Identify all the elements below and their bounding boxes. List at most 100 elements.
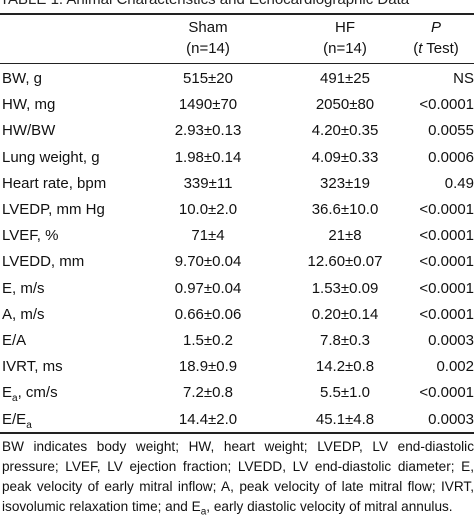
row-label-text: Heart rate, bpm: [2, 174, 107, 192]
sham-value: 9.70±0.04: [174, 253, 242, 271]
table-row: LVEDP, mm Hg 10.0±2.0 36.6±10.0 <0.0001: [0, 197, 474, 223]
header-hf-n: (n=14): [323, 40, 367, 57]
table-row: E/A 1.5±0.2 7.8±0.3 0.0003: [0, 328, 474, 354]
row-label-text: LVEDP, mm Hg: [2, 201, 105, 218]
p-value: 0.0055: [428, 122, 474, 140]
row-label-text: Lung weight, g: [2, 148, 100, 166]
sham-value: 7.2±0.8: [183, 384, 233, 402]
row-label-text: IVRT, ms: [2, 358, 63, 376]
row-label-text: A, m/s: [2, 305, 45, 323]
sham-value: 10.0±2.0: [178, 201, 238, 218]
p-value: <0.0001: [419, 253, 474, 271]
sham-value: 339±11: [183, 174, 233, 192]
p-value: 0.0003: [428, 410, 474, 428]
row-label-sub: a: [26, 419, 32, 431]
p-value: <0.0001: [419, 384, 474, 402]
row-label-text: BW, g: [2, 70, 43, 87]
sham-value: 0.97±0.04: [174, 279, 242, 297]
sham-value: 14.4±2.0: [178, 410, 238, 428]
hf-value: 14.2±0.8: [315, 358, 375, 376]
hf-value: 5.5±1.0: [320, 384, 370, 402]
sham-value: 1.98±0.14: [174, 148, 242, 166]
row-label-suffix: , cm/s: [17, 384, 58, 402]
header-p-test-t: t: [418, 40, 423, 57]
table-row: LVEDD, mm 9.70±0.04 12.60±0.07 <0.0001: [0, 249, 474, 275]
row-label: IVRT, ms: [2, 354, 172, 380]
header-p: P (t Test): [400, 17, 472, 61]
row-label-sub: a: [12, 393, 18, 405]
footnote-end: , early diastolic velocity of mitral ann…: [206, 499, 453, 514]
header-p-test: (t Test): [400, 38, 472, 59]
p-value: <0.0001: [419, 201, 474, 218]
table-row: Ea, cm/s 7.2±0.8 5.5±1.0 <0.0001: [0, 380, 474, 406]
row-label: A, m/s: [2, 302, 172, 328]
sham-value: 0.66±0.06: [174, 305, 242, 323]
row-label: Heart rate, bpm: [2, 171, 172, 197]
p-value: 0.002: [436, 358, 474, 376]
table-header-rule: [0, 63, 474, 64]
header-hf-label: HF: [335, 19, 355, 36]
table-footnote: BW indicates body weight; HW, heart weig…: [2, 437, 474, 517]
hf-value: 21±8: [328, 227, 362, 245]
hf-value: 323±19: [320, 174, 370, 192]
table-top-rule: [0, 13, 474, 15]
p-value: <0.0001: [419, 96, 474, 114]
sham-value: 1490±70: [178, 96, 238, 114]
row-label: Ea, cm/s: [2, 380, 172, 406]
header-p-test-open: (: [413, 40, 419, 57]
hf-value: 4.20±0.35: [311, 122, 379, 140]
footnote-text: BW indicates body weight; HW, heart weig…: [2, 439, 474, 514]
hf-value: 0.20±0.14: [311, 305, 379, 323]
p-value: 0.0003: [428, 332, 474, 349]
p-value: <0.0001: [419, 279, 474, 297]
row-label-text: HW, mg: [2, 96, 56, 114]
table-row: IVRT, ms 18.9±0.9 14.2±0.8 0.002: [0, 354, 474, 380]
hf-value: 2050±80: [315, 96, 375, 114]
row-label: E/Ea: [2, 407, 172, 433]
table-row: E, m/s 0.97±0.04 1.53±0.09 <0.0001: [0, 276, 474, 302]
table-row: Heart rate, bpm 339±11 323±19 0.49: [0, 171, 474, 197]
row-label: BW, g: [2, 66, 172, 92]
row-label-text: E/E: [2, 410, 27, 428]
p-value: <0.0001: [419, 305, 474, 323]
header-p-label: P: [430, 19, 441, 36]
hf-value: 7.8±0.3: [320, 332, 370, 349]
footnote-sub: a: [200, 506, 207, 518]
row-label-text: LVEF, %: [2, 227, 59, 245]
hf-value: 491±25: [320, 70, 370, 87]
header-sham-label: Sham: [188, 19, 228, 36]
row-label-text: E: [2, 384, 13, 402]
header-hf: HF (n=14): [285, 17, 405, 61]
p-value: 0.0006: [428, 148, 474, 166]
sham-value: 1.5±0.2: [183, 332, 233, 349]
p-value: 0.49: [444, 174, 474, 192]
hf-value: 4.09±0.33: [311, 148, 379, 166]
sham-value: 71±4: [191, 227, 225, 245]
table-row: LVEF, % 71±4 21±8 <0.0001: [0, 223, 474, 249]
hf-value: 45.1±4.8: [315, 410, 375, 428]
header-sham-n: (n=14): [186, 40, 230, 57]
row-label: HW/BW: [2, 118, 172, 144]
row-label-text: E, m/s: [2, 279, 45, 297]
table-row: Lung weight, g 1.98±0.14 4.09±0.33 0.0006: [0, 145, 474, 171]
table-row: BW, g 515±20 491±25 NS: [0, 66, 474, 92]
row-label: E/A: [2, 328, 172, 354]
p-value: NS: [453, 70, 474, 87]
header-p-test-rest: Test): [422, 40, 459, 57]
sham-value: 515±20: [183, 70, 233, 87]
sham-value: 2.93±0.13: [174, 122, 242, 140]
row-label: HW, mg: [2, 92, 172, 118]
sham-value: 18.9±0.9: [178, 358, 238, 376]
p-value: <0.0001: [419, 227, 474, 245]
row-label: LVEDP, mm Hg: [2, 197, 172, 223]
table-row: HW, mg 1490±70 2050±80 <0.0001: [0, 92, 474, 118]
table-row: E/Ea 14.4±2.0 45.1±4.8 0.0003: [0, 407, 474, 433]
row-label-text: HW/BW: [2, 122, 56, 140]
row-label: Lung weight, g: [2, 145, 172, 171]
hf-value: 12.60±0.07: [307, 253, 383, 271]
table-row: A, m/s 0.66±0.06 0.20±0.14 <0.0001: [0, 302, 474, 328]
hf-value: 36.6±10.0: [311, 201, 379, 218]
row-label: E, m/s: [2, 276, 172, 302]
row-label: LVEF, %: [2, 223, 172, 249]
table-bottom-rule: [0, 432, 474, 434]
